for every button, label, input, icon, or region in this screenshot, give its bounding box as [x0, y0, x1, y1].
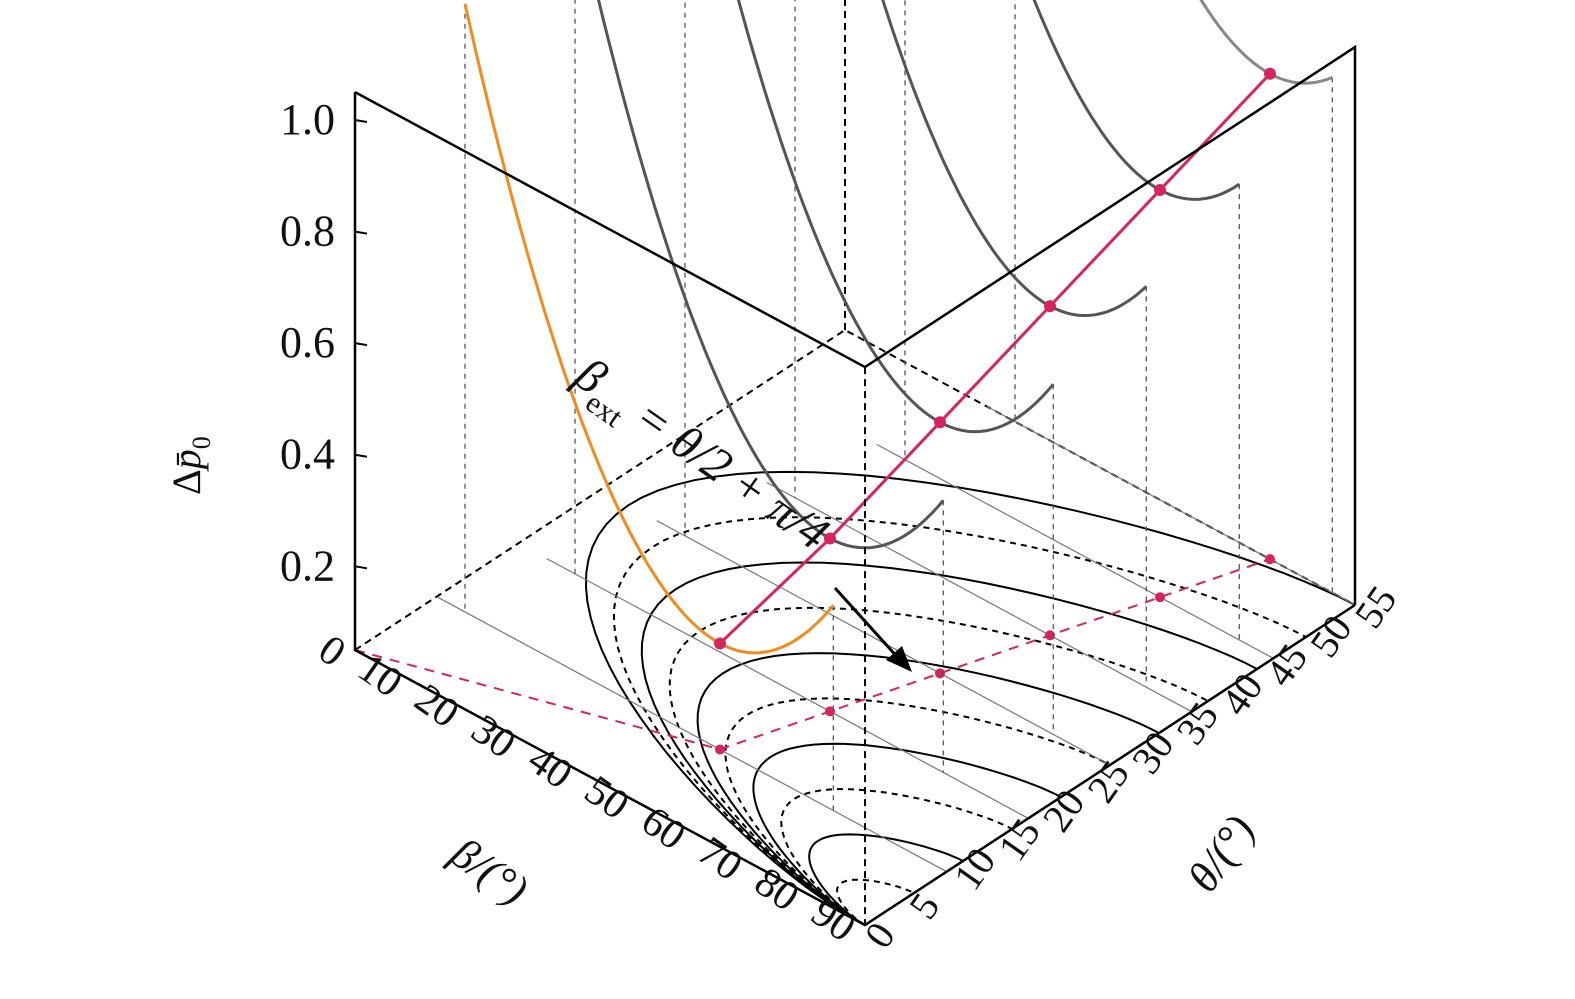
floor-contour — [808, 833, 964, 926]
z-tick-label: 0.6 — [280, 318, 335, 367]
beta-tick-label: 80 — [746, 859, 807, 921]
series-curve — [736, 0, 1055, 434]
floor-contours — [354, 405, 1356, 926]
floor-contour — [696, 652, 1160, 926]
theta-axis-label: θ/(°) — [1178, 806, 1264, 900]
axis-frame-top — [354, 44, 1357, 605]
beta-tick-label: 10 — [350, 645, 411, 707]
z-tick-mark — [354, 342, 368, 347]
beta-tick-label: 20 — [406, 676, 467, 738]
beta-axis-label: β/(°) — [441, 827, 536, 914]
optimum-line — [718, 72, 1272, 645]
floor-optimum-point — [1265, 554, 1275, 565]
z-label-p: p̄ — [164, 449, 209, 472]
theta-label: θ/(°) — [1178, 806, 1264, 900]
z-tick-label: 0.8 — [280, 207, 335, 256]
floor-contour — [584, 470, 1356, 926]
hidden-floor-edge — [354, 328, 1356, 651]
annotation-arrowhead — [886, 646, 912, 672]
optimum-point — [1044, 300, 1056, 313]
beta-tick-label: 0 — [310, 626, 354, 676]
z-label-delta: Δ — [164, 469, 209, 495]
floor-grid-line — [436, 596, 947, 873]
floor-optimum-point — [1045, 630, 1055, 641]
series-curve — [1199, 0, 1333, 85]
box-visible-edges — [353, 44, 1357, 927]
optimum-point — [934, 416, 946, 429]
z-label-sub: 0 — [187, 436, 216, 449]
series-curve — [1032, 0, 1241, 201]
z-tick-label: 1.0 — [280, 95, 335, 144]
svg-text:βext = θ/2 + π/4: βext = θ/2 + π/4 — [559, 347, 838, 569]
annotation: βext = θ/2 + π/4 — [559, 347, 838, 569]
beta-label: β/(°) — [441, 827, 536, 914]
svg-text:Δp̄0: Δp̄0 — [164, 436, 216, 495]
floor-grid-line — [876, 443, 1274, 659]
floor-contour — [612, 516, 1307, 926]
optimum-path — [714, 67, 1276, 650]
floor-optimum-point — [935, 668, 945, 679]
floor-optimum-point — [1155, 592, 1165, 603]
floor-contour — [780, 788, 1013, 926]
pressure-curves — [463, 0, 1333, 655]
floor-optimum-point — [715, 744, 725, 755]
theta-tick-label: 0 — [856, 914, 904, 956]
optimum-point — [824, 532, 836, 545]
z-tick-mark — [354, 453, 368, 458]
box-hidden-edges — [354, 0, 1356, 651]
floor-grid-line — [986, 405, 1356, 606]
floor-contour — [752, 742, 1062, 926]
axis-frame-front — [353, 92, 1356, 927]
theta-tick-label: 5 — [900, 885, 948, 927]
floor-grid-line — [766, 481, 1192, 713]
beta-tick-label: 50 — [576, 767, 637, 829]
series-curve — [597, 0, 945, 550]
z-axis-label: Δp̄0 — [164, 436, 216, 495]
annotation-arrow — [833, 586, 902, 662]
beta-tick-label: 40 — [520, 737, 581, 799]
series-curve — [881, 0, 1148, 318]
beta-tick-label: 60 — [633, 798, 694, 860]
beta-tick-label: 70 — [690, 828, 751, 890]
z-tick-mark — [354, 230, 368, 235]
floor-contour — [640, 561, 1258, 926]
z-tick-mark — [354, 119, 368, 123]
projection-drop-lines — [464, 0, 1333, 811]
beta-tick-label: 30 — [463, 706, 524, 768]
beta-tick-label: 90 — [803, 889, 864, 951]
optimum-point — [1154, 183, 1166, 196]
optimum-point — [1264, 67, 1276, 80]
z-tick-mark — [354, 565, 368, 570]
floor-grid-line — [546, 558, 1029, 819]
floor-contour — [724, 697, 1111, 926]
floor-optimum-point — [825, 706, 835, 717]
optimum-point — [714, 637, 726, 650]
series-curve — [463, 3, 835, 655]
z-tick-label: 0.4 — [280, 430, 335, 479]
z-tick-label: 0.2 — [280, 541, 335, 590]
